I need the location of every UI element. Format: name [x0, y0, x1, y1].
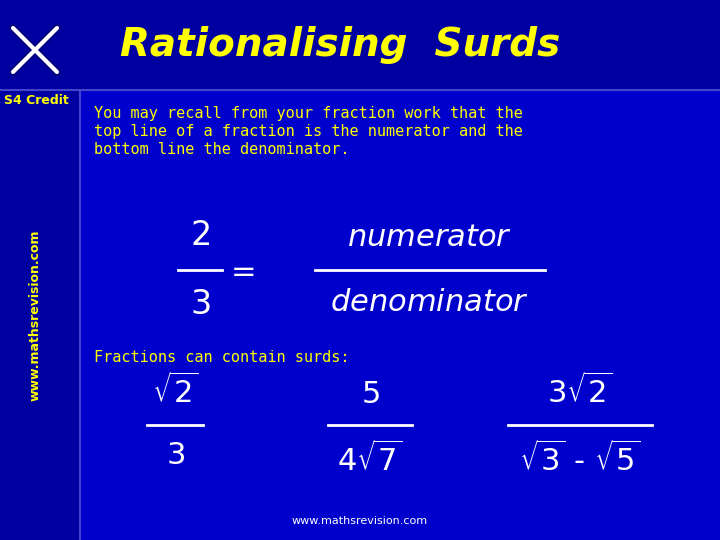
- Text: $2$: $2$: [190, 219, 210, 252]
- Text: $3\sqrt{2}$: $3\sqrt{2}$: [547, 373, 613, 409]
- Text: $4\sqrt{7}$: $4\sqrt{7}$: [337, 441, 403, 477]
- Bar: [80, 90, 720, 540]
- Text: Fractions can contain surds:: Fractions can contain surds:: [94, 350, 349, 365]
- Text: bottom line the denominator.: bottom line the denominator.: [94, 142, 349, 157]
- Text: top line of a fraction is the numerator and the: top line of a fraction is the numerator …: [94, 124, 523, 139]
- Bar: [0, 90, 80, 540]
- Text: $\sqrt{2}$: $\sqrt{2}$: [152, 373, 198, 409]
- Text: $3$: $3$: [189, 288, 210, 321]
- Text: $=$: $=$: [225, 255, 255, 285]
- Text: Rationalising  Surds: Rationalising Surds: [120, 26, 560, 64]
- Text: $5$: $5$: [361, 380, 379, 409]
- Text: You may recall from your fraction work that the: You may recall from your fraction work t…: [94, 106, 523, 121]
- Text: $\sqrt{3}\ \text{-}\ \sqrt{5}$: $\sqrt{3}\ \text{-}\ \sqrt{5}$: [519, 441, 641, 477]
- Text: S4 Credit: S4 Credit: [4, 94, 68, 107]
- Text: www.mathsrevision.com: www.mathsrevision.com: [29, 230, 42, 401]
- Text: $\mathit{denominator}$: $\mathit{denominator}$: [330, 288, 529, 317]
- Bar: [0, 0, 720, 90]
- Text: www.mathsrevision.com: www.mathsrevision.com: [292, 516, 428, 526]
- Text: $3$: $3$: [166, 441, 184, 470]
- Text: $\mathit{numerator}$: $\mathit{numerator}$: [348, 223, 513, 252]
